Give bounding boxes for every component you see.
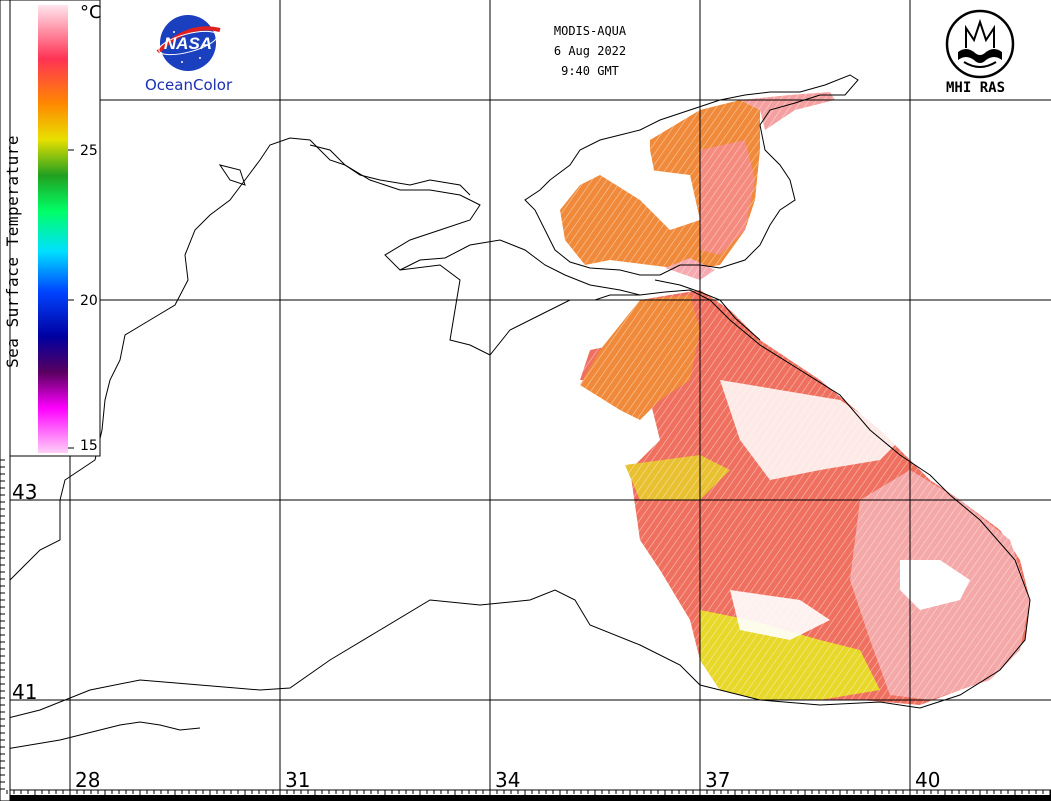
nasa-logo: NASA	[156, 15, 221, 71]
sst-data-layer	[560, 90, 1040, 710]
legend-unit: °C	[80, 2, 102, 23]
lon-label-37: 37	[705, 768, 731, 792]
sensor-label: MODIS-AQUA	[553, 24, 627, 38]
mhi-ras-caption: MHI RAS	[946, 80, 1006, 96]
scale-ticks	[0, 459, 1051, 797]
legend-tick-25: 25	[80, 143, 98, 159]
coastline	[0, 74, 1031, 751]
date-label: 6 Aug 2022	[553, 44, 627, 58]
lon-label-34: 34	[495, 768, 521, 792]
lon-label-28: 28	[75, 768, 101, 792]
mhi-ras-logo	[945, 9, 1015, 79]
legend-title: Sea Surface Temperature	[3, 134, 22, 368]
legend-tick-15: 15	[80, 438, 98, 454]
nasa-logo-text: NASA	[164, 34, 212, 53]
lat-label-41: 41	[12, 680, 38, 704]
legend	[0, 0, 101, 457]
oceancolor-caption: OceanColor	[145, 76, 233, 94]
legend-tick-20: 20	[80, 293, 98, 309]
lat-label-43: 43	[12, 480, 38, 504]
lon-label-40: 40	[915, 768, 941, 792]
legend-color-bar	[38, 5, 68, 453]
lon-label-31: 31	[285, 768, 311, 792]
time-label: 9:40 GMT	[561, 64, 619, 78]
